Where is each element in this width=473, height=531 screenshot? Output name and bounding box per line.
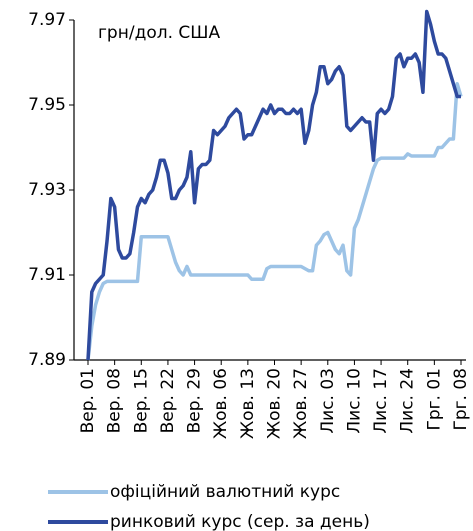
y-tick-label: 7.97 bbox=[28, 10, 66, 30]
y-tick-label: 7.89 bbox=[28, 350, 66, 370]
plot-area bbox=[86, 9, 463, 361]
x-tick-label: Вер. 08 bbox=[105, 368, 125, 433]
legend-label: ринковий курс (сер. за день) bbox=[110, 512, 370, 531]
x-tick-label: Лис. 10 bbox=[344, 368, 364, 434]
x-tick-label: Жов. 06 bbox=[211, 368, 231, 439]
unit-annotation: грн/дол. США bbox=[98, 23, 220, 43]
legend-label: офіційний валютний курс bbox=[110, 482, 340, 502]
x-tick-label: Вер. 22 bbox=[158, 368, 178, 433]
x-tick-label: Жов. 13 bbox=[238, 368, 258, 439]
x-tick-label: Жов. 27 bbox=[291, 368, 311, 439]
x-tick-label: Вер. 01 bbox=[78, 368, 98, 433]
y-tick-label: 7.91 bbox=[28, 265, 66, 285]
x-tick-label: Вер. 15 bbox=[131, 368, 151, 433]
x-tick-label: Лис. 17 bbox=[371, 368, 391, 434]
x-tick-label: Лис. 24 bbox=[398, 368, 418, 434]
x-tick-label: Грг. 01 bbox=[424, 368, 444, 431]
x-tick-label: Жов. 20 bbox=[265, 368, 285, 439]
x-tick-label: Вер. 29 bbox=[185, 368, 205, 433]
x-tick-label: Грг. 08 bbox=[451, 368, 471, 431]
series-line bbox=[86, 82, 463, 361]
x-tick-label: Лис. 03 bbox=[318, 368, 338, 434]
y-tick-label: 7.95 bbox=[28, 95, 66, 115]
y-tick-label: 7.93 bbox=[28, 180, 66, 200]
series-line bbox=[86, 9, 461, 361]
